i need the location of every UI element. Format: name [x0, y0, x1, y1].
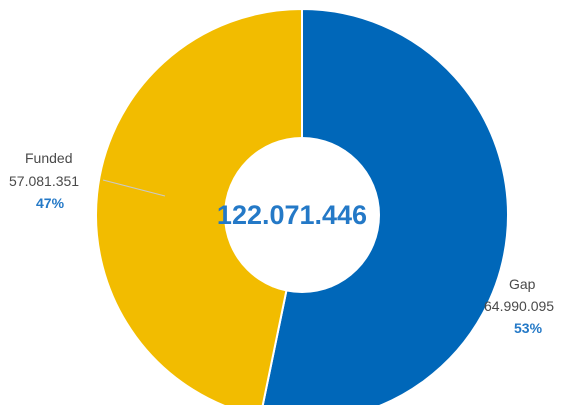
donut-hole	[224, 137, 380, 293]
gap-label: Gap	[509, 276, 536, 292]
funded-label: Funded	[25, 150, 72, 166]
gap-value-label: 64.990.095	[484, 298, 554, 314]
donut-slice-gap	[261, 7, 509, 405]
donut-slices	[95, 7, 509, 405]
funded-percent-label: 47%	[36, 195, 65, 211]
funded-leader-line	[102, 179, 166, 197]
gap-percent-label: 53%	[514, 320, 543, 336]
total-value-label: 122.071.446	[217, 200, 367, 230]
funded-value-label: 57.081.351	[9, 173, 79, 189]
donut-slice-funded	[95, 7, 303, 405]
